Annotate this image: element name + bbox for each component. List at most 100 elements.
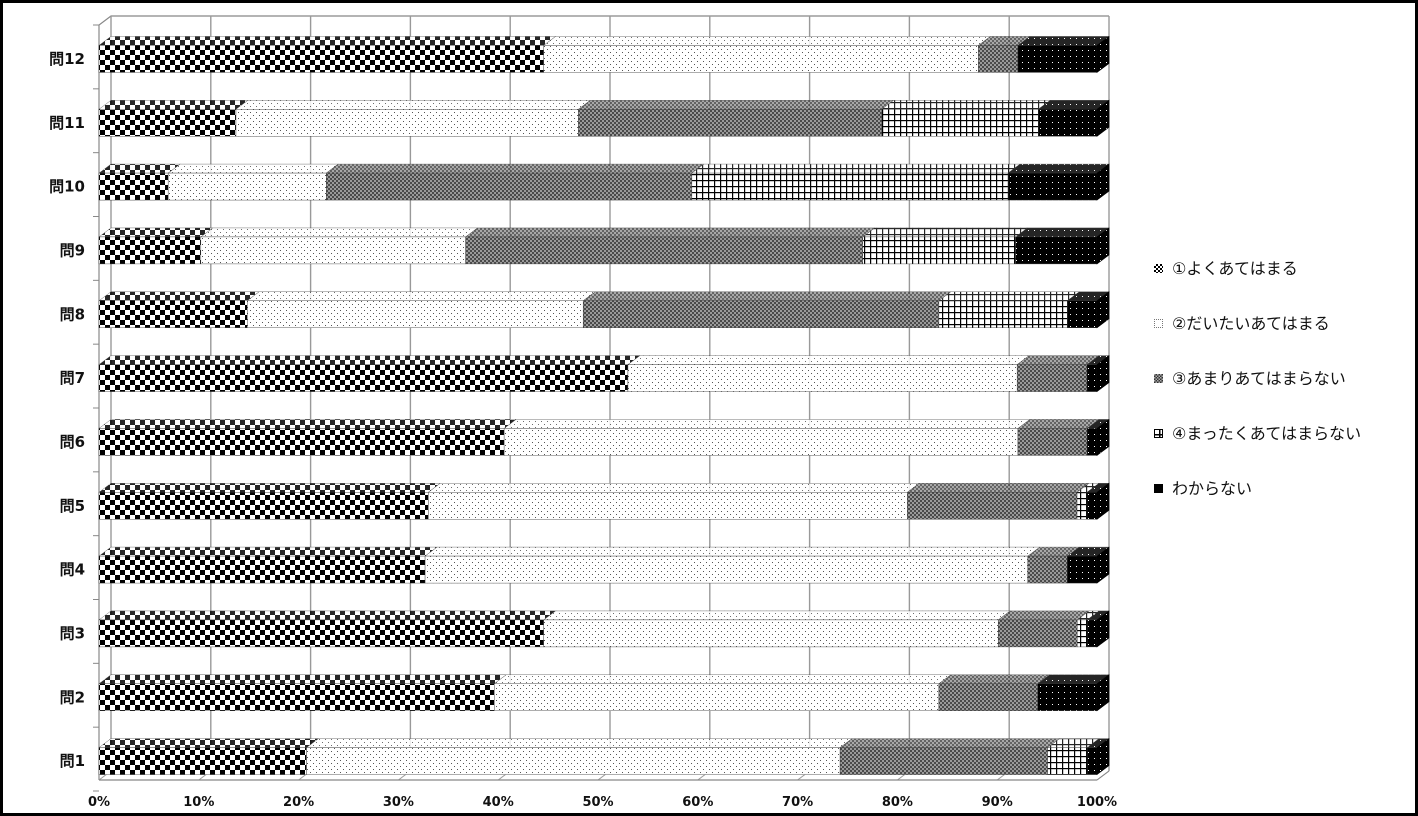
bar-segment-top xyxy=(1017,419,1100,429)
bar-segment-top xyxy=(906,483,1090,493)
bar-segment-8-1 xyxy=(98,300,248,328)
bar-side-face xyxy=(1096,546,1110,584)
bar-segment-top xyxy=(98,738,320,748)
bar-segment-12-3 xyxy=(978,45,1019,73)
bar-segment-6-3 xyxy=(1017,428,1088,456)
bar-segment-top xyxy=(862,227,1029,238)
category-label: 問7 xyxy=(60,369,85,387)
bar-segment-1-1 xyxy=(98,747,307,775)
bar-segment-10-2 xyxy=(167,172,327,201)
bar-segment-9-1 xyxy=(98,236,202,265)
bar-segment-top xyxy=(543,36,992,46)
bar-segment-top xyxy=(493,674,952,684)
bar-segment-11-2 xyxy=(235,109,579,137)
bar-segment-top xyxy=(167,163,339,174)
bar-segment-1-3 xyxy=(839,747,1048,775)
bar-segment-top xyxy=(691,163,1021,174)
bar-segment-top xyxy=(543,610,1011,621)
category-label: 問12 xyxy=(49,50,85,68)
category-label: 問8 xyxy=(60,305,85,323)
legend-item: ③あまりあてはまらない xyxy=(1150,368,1412,389)
bar-segment-3-3 xyxy=(997,619,1078,648)
bar-segment-9-5 xyxy=(1015,236,1098,265)
bar-side-face xyxy=(1096,610,1110,648)
bar-segment-1-4 xyxy=(1047,747,1088,775)
bar-side-face xyxy=(1096,482,1110,520)
bar-side-face xyxy=(1096,291,1110,329)
bar-segment-top xyxy=(839,738,1061,748)
bar-segment-2-1 xyxy=(98,683,495,711)
category-label: 問6 xyxy=(60,433,85,451)
floor-edge xyxy=(1096,770,1110,781)
bar-segment-8-3 xyxy=(582,300,940,328)
bar-segment-2-5 xyxy=(1037,683,1098,711)
x-tick-label: 70% xyxy=(782,795,813,810)
legend-swatch xyxy=(1154,374,1163,383)
legend-item: ④まったくあてはまらない xyxy=(1150,423,1412,444)
x-tick-label: 20% xyxy=(283,795,314,810)
legend-label: ④まったくあてはまらない xyxy=(1172,424,1362,443)
category-label: 問10 xyxy=(49,178,85,196)
category-label: 問3 xyxy=(60,624,85,642)
bar-segment-top xyxy=(98,163,181,174)
bar-segment-top xyxy=(305,738,853,748)
legend-label: ③あまりあてはまらない xyxy=(1172,369,1346,388)
bar-segment-2-3 xyxy=(938,683,1038,711)
bar-segment-top xyxy=(577,100,895,110)
x-tick-label: 60% xyxy=(682,795,713,810)
bar-segment-top xyxy=(98,610,557,621)
bar-side-face xyxy=(1096,163,1110,201)
legend-item: ②だいたいあてはまる xyxy=(1150,313,1412,334)
legend-item: わからない xyxy=(1150,478,1412,499)
bar-segment-top xyxy=(98,36,557,46)
bar-segment-top xyxy=(938,674,1051,684)
legend: ①よくあてはまる ②だいたいあてはまる ③あまりあてはまらない ④まったくあてはまらな… xyxy=(1150,258,1412,533)
bar-side-face xyxy=(1096,674,1110,712)
bar-segment-top xyxy=(98,100,249,110)
bar-segment-9-3 xyxy=(465,236,863,265)
bar-segment-5-4 xyxy=(1076,492,1088,520)
category-label: 問11 xyxy=(49,114,85,132)
bar-segment-top xyxy=(235,100,592,110)
bar-segment-top xyxy=(98,227,214,238)
bar-segment-top xyxy=(98,355,641,365)
bar-segment-top xyxy=(465,227,876,238)
bar-segment-5-1 xyxy=(98,492,429,520)
bar-segment-4-3 xyxy=(1027,555,1068,584)
x-tick-label: 10% xyxy=(183,795,214,810)
x-tick-label: 90% xyxy=(982,795,1013,810)
legend-label: ①よくあてはまる xyxy=(1172,259,1298,278)
bar-segment-7-1 xyxy=(98,364,629,392)
bar-segment-11-4 xyxy=(881,109,1039,137)
bar-segment-top xyxy=(1016,355,1100,365)
bar-segment-top xyxy=(246,291,596,301)
bar-segment-top xyxy=(938,291,1080,301)
bar-segment-top xyxy=(427,483,920,493)
bar-segment-6-5 xyxy=(1086,428,1098,456)
bar-segment-4-5 xyxy=(1067,555,1098,584)
bar-segment-10-4 xyxy=(691,172,1009,201)
bar-side-face xyxy=(1096,354,1110,393)
legend-swatch xyxy=(1154,429,1163,438)
bar-segment-10-5 xyxy=(1007,172,1098,201)
bar-segment-top xyxy=(98,546,438,557)
bar-segment-top xyxy=(98,674,507,684)
x-tick-label: 100% xyxy=(1077,795,1117,810)
bar-segment-12-2 xyxy=(543,45,979,73)
legend-swatch xyxy=(1154,484,1163,493)
bar-segment-7-2 xyxy=(627,364,1018,392)
bar-segment-4-1 xyxy=(98,555,426,584)
bar-side-face xyxy=(1096,418,1110,457)
bar-side-face xyxy=(1096,35,1110,74)
bar-segment-6-2 xyxy=(503,428,1019,456)
bar-segment-8-5 xyxy=(1067,300,1098,328)
bar-segment-7-5 xyxy=(1086,364,1098,392)
bar-segment-top xyxy=(582,291,952,301)
bar-segment-3-1 xyxy=(98,619,544,648)
bar-segment-12-5 xyxy=(1017,45,1098,73)
legend-swatch xyxy=(1154,319,1163,328)
category-label: 問2 xyxy=(60,688,85,706)
bar-segment-3-5 xyxy=(1086,619,1098,648)
bar-segment-11-5 xyxy=(1038,109,1098,137)
